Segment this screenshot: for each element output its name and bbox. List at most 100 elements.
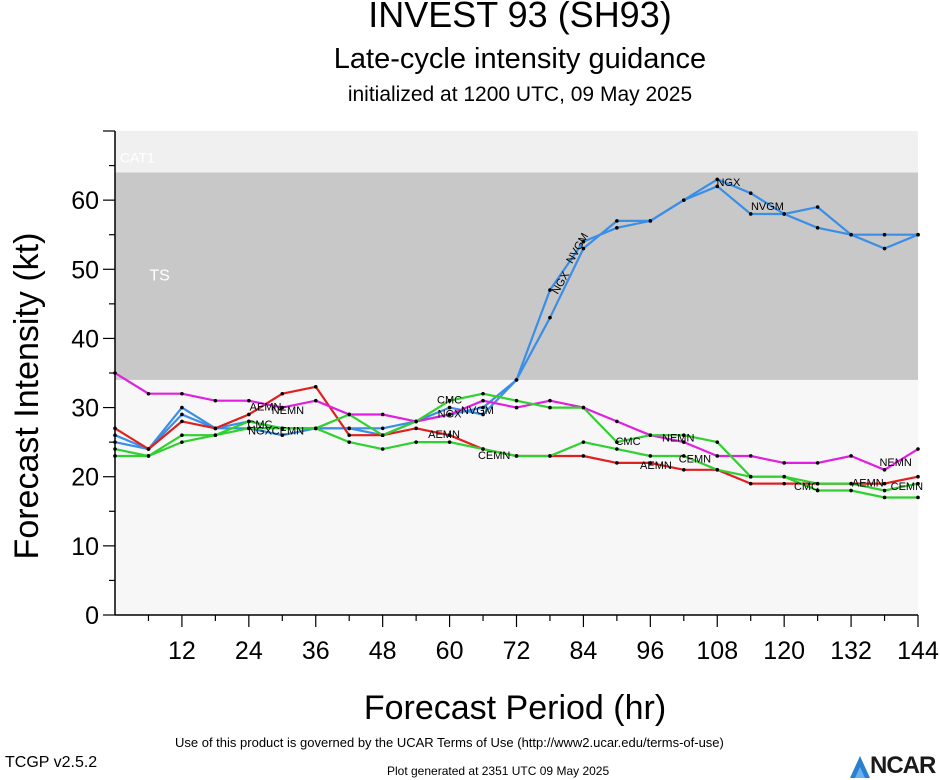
annotation-label: AEMN xyxy=(640,460,672,472)
series-point-magenta xyxy=(548,398,552,403)
series-point-magenta xyxy=(681,440,686,444)
series-point-red xyxy=(447,433,452,438)
series-point-green-a xyxy=(481,391,485,396)
ncar-logo-text: NCAR xyxy=(870,752,936,779)
series-point-green-a xyxy=(715,440,720,444)
annotation-label: AEMN xyxy=(250,401,282,413)
series-point-green-a xyxy=(514,398,519,403)
x-tick-label: 12 xyxy=(168,637,196,665)
terms-of-use: Use of this product is governed by the U… xyxy=(175,735,724,750)
series-point-green-a xyxy=(380,433,385,438)
series-point-blue-a xyxy=(481,405,485,410)
series-point-blue-b xyxy=(581,246,586,251)
annotation-label: AEMN xyxy=(428,429,460,441)
series-point-blue-a xyxy=(882,232,887,237)
version-label: TCGP v2.5.2 xyxy=(5,754,98,771)
series-point-magenta xyxy=(280,405,285,410)
series-point-blue-a xyxy=(548,288,552,292)
annotation-label: NEMN xyxy=(662,433,694,445)
x-tick-label: 120 xyxy=(763,637,805,665)
series-point-blue-b xyxy=(715,184,720,189)
series-point-green-b xyxy=(615,447,619,451)
series-point-red xyxy=(748,481,753,486)
series-point-magenta xyxy=(514,405,519,410)
chart-subtitle: Late-cycle intensity guidance xyxy=(333,43,707,75)
series-point-green-b xyxy=(280,426,285,431)
band-cat1 xyxy=(115,131,918,173)
x-axis-label: Forecast Period (hr) xyxy=(364,689,666,727)
series-point-green-a xyxy=(648,433,653,438)
series-point-blue-b xyxy=(748,212,753,216)
series-point-red xyxy=(414,426,418,431)
series-point-blue-b xyxy=(380,426,385,431)
annotation-label: NEMN xyxy=(272,405,304,417)
annotation-label: CEMN xyxy=(891,481,923,493)
series-point-green-a xyxy=(581,405,586,410)
y-tick-label: 30 xyxy=(71,395,99,423)
series-point-blue-b xyxy=(447,405,452,410)
annotation-label: CMC xyxy=(247,419,272,431)
series-point-green-b xyxy=(548,454,552,458)
annotation-label: CEMN xyxy=(679,453,711,465)
x-tick-label: 144 xyxy=(897,637,939,665)
series-point-green-b xyxy=(681,454,686,458)
chart-title: INVEST 93 (SH93) xyxy=(368,0,672,35)
series-point-blue-a xyxy=(715,177,720,182)
y-tick-label: 10 xyxy=(71,533,99,561)
series-point-magenta xyxy=(213,398,218,403)
series-point-red xyxy=(347,433,352,438)
annotation-label: CAT1 xyxy=(120,149,155,165)
init-time: initialized at 1200 UTC, 09 May 2025 xyxy=(347,83,693,106)
series-point-green-b xyxy=(815,488,820,493)
series-point-green-b xyxy=(882,495,887,500)
series-point-magenta xyxy=(849,454,853,458)
annotation-label: CMC xyxy=(437,395,462,407)
series-point-magenta xyxy=(815,461,820,465)
series-point-green-a xyxy=(180,433,184,438)
series-point-blue-b xyxy=(916,232,920,237)
series-point-magenta xyxy=(715,454,720,458)
annotation-label: NGX xyxy=(716,177,741,189)
series-point-red xyxy=(916,474,920,479)
ncar-logo: NCAR xyxy=(848,752,940,780)
series-point-green-b xyxy=(180,440,184,444)
series-point-magenta xyxy=(882,468,887,472)
series-point-magenta xyxy=(615,419,619,424)
series-point-blue-b xyxy=(347,426,352,431)
y-axis-label: Forecast Intensity (kt) xyxy=(8,233,46,560)
series-point-blue-a xyxy=(748,191,753,196)
series-point-magenta xyxy=(916,447,920,451)
y-tick-label: 50 xyxy=(71,256,99,284)
y-tick-label: 40 xyxy=(71,325,99,353)
annotation-label: CMC xyxy=(615,436,640,448)
series-point-green-b xyxy=(146,454,151,458)
ncar-logo-icon xyxy=(850,756,870,778)
series-point-red xyxy=(581,454,586,458)
series-point-blue-b xyxy=(681,198,686,202)
series-point-green-b xyxy=(715,468,720,472)
series-point-red xyxy=(280,391,285,396)
annotation-label: NGX xyxy=(248,426,273,438)
annotation-label: CMC xyxy=(794,481,819,493)
series-point-green-b xyxy=(347,440,352,444)
band-ts xyxy=(115,172,918,380)
series-point-blue-b xyxy=(849,232,853,237)
series-point-green-a xyxy=(247,419,251,424)
series-point-green-b xyxy=(213,433,218,438)
x-tick-label: 24 xyxy=(235,637,263,665)
annotation-label: CEMN xyxy=(272,426,304,438)
series-point-green-b xyxy=(782,474,786,479)
series-point-green-b xyxy=(916,495,920,500)
series-point-blue-b xyxy=(180,412,184,417)
series-point-red xyxy=(247,412,251,417)
series-point-green-a xyxy=(347,412,352,417)
series-point-green-b xyxy=(313,426,318,431)
series-point-magenta xyxy=(782,461,786,465)
series-point-blue-b xyxy=(481,412,485,417)
series-point-blue-b xyxy=(815,226,820,230)
x-tick-label: 48 xyxy=(369,637,397,665)
series-point-blue-a xyxy=(581,239,586,244)
annotation-label: NGX xyxy=(438,408,463,420)
series-point-green-a xyxy=(615,440,619,444)
series-point-green-b xyxy=(447,440,452,444)
